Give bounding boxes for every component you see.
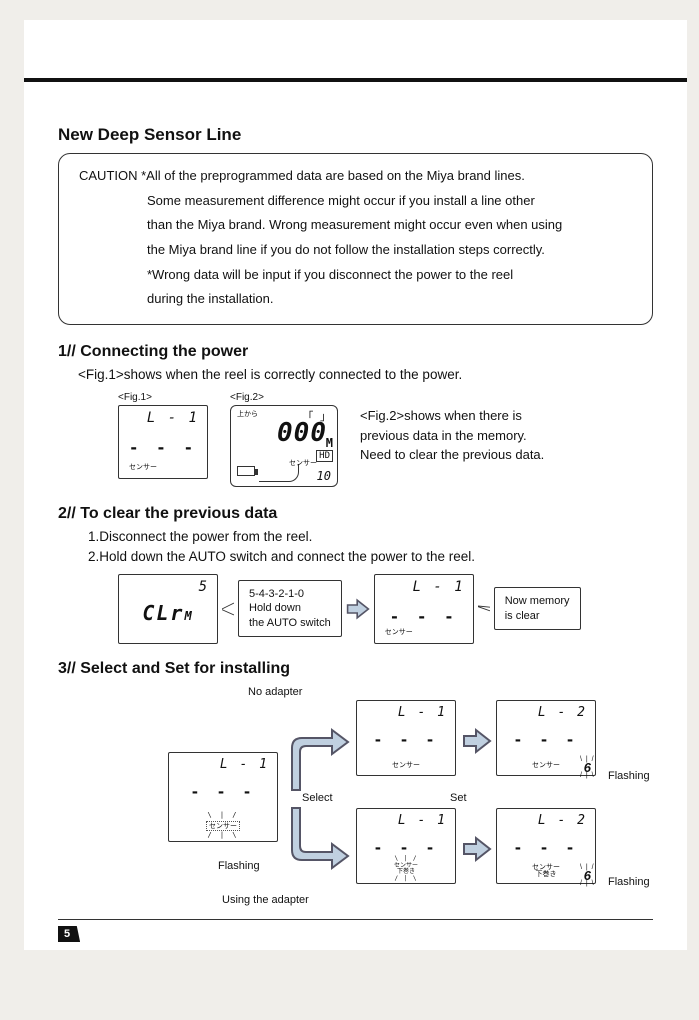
arrow-right-icon <box>462 834 492 864</box>
clr2-tr: L - 1 <box>413 579 465 595</box>
clr-text: CLr <box>142 601 184 625</box>
bubble1-l3: the AUTO switch <box>249 616 331 630</box>
note-l1: <Fig.2>shows when there is <box>360 406 544 426</box>
arrow-right-icon <box>346 593 370 625</box>
caution-l4: the Miya brand line if you do not follow… <box>79 238 632 263</box>
bubble1-l1: 5-4-3-2-1-0 <box>249 587 331 601</box>
lcd-b2-mid: - - - <box>497 839 595 857</box>
clr-countdown: 5 <box>199 579 209 595</box>
flash-icon: \ | / センサー 下巻き / | \ <box>357 855 455 883</box>
lcd-fig2: 上から 「 」 000 M HD センサー 10 <box>230 405 338 487</box>
fig2-label: <Fig.2> <box>230 392 338 403</box>
caution-lead: CAUTION <box>79 168 141 183</box>
bubble-countdown: 5-4-3-2-1-0 Hold down the AUTO switch <box>238 580 342 637</box>
fig2-m: M <box>326 436 333 450</box>
note-l3: Need to clear the previous data. <box>360 445 544 465</box>
label-flashing-bot: Flashing <box>608 876 650 888</box>
lcd-b2-tr: L - 2 <box>538 813 587 828</box>
pointer-line-icon <box>478 599 490 619</box>
caution-l5: *Wrong data will be input if you disconn… <box>79 263 632 288</box>
clr2-mid: - - - <box>375 607 473 626</box>
fig1-label: <Fig.1> <box>118 392 208 403</box>
section-3-heading: 3// Select and Set for installing <box>58 660 653 678</box>
top-rule <box>24 78 687 82</box>
fig2-ten: 10 <box>317 469 331 483</box>
lcd-fig1: L - 1 - - - センサー <box>118 405 208 479</box>
page: New Deep Sensor Line CAUTION *All of the… <box>24 20 687 950</box>
fig2-hd: HD <box>316 450 333 462</box>
lcd-b1-tr: L - 1 <box>398 813 447 828</box>
section-1-text: <Fig.1>shows when the reel is correctly … <box>78 365 653 386</box>
label-no-adapter: No adapter <box>248 686 302 698</box>
caution-l3: than the Miya brand. Wrong measurement m… <box>79 213 632 238</box>
caution-box: CAUTION *All of the preprogrammed data a… <box>58 153 653 325</box>
clr-m: M <box>184 609 193 623</box>
fig1-mid: - - - <box>119 438 207 457</box>
arrow-right-icon <box>462 726 492 756</box>
fig2-big: 000 <box>231 418 327 448</box>
bubble2-l2: is clear <box>505 609 570 623</box>
section-2-heading: 2// To clear the previous data <box>58 505 653 523</box>
flash-6-bot: \ | / 6 / | \ <box>580 864 595 888</box>
label-flashing-left: Flashing <box>218 860 260 872</box>
pointer-line-icon <box>222 599 234 619</box>
bent-arrow-down-icon <box>286 802 352 878</box>
bubble1-l2: Hold down <box>249 601 331 615</box>
lcd-master: L - 1 - - - \ | / センサー / | \ <box>168 752 278 842</box>
fig1-top-right: L - 1 <box>147 410 199 426</box>
label-using-adapter: Using the adapter <box>222 894 309 906</box>
step-1: 1.Disconnect the power from the reel. <box>88 527 653 547</box>
clear-data-row: 5 CLrM 5-4-3-2-1-0 Hold down the AUTO sw… <box>118 574 653 644</box>
page-title: New Deep Sensor Line <box>58 20 653 153</box>
lcd-bot-1: L - 1 - - - \ | / センサー 下巻き / | \ <box>356 808 456 884</box>
master-tr: L - 1 <box>220 757 269 772</box>
caution-l6: during the installation. <box>79 287 632 312</box>
lcd-t2-tr: L - 2 <box>538 705 587 720</box>
bent-arrow-up-icon <box>286 720 352 796</box>
caution-l1: *All of the preprogrammed data are based… <box>141 168 525 183</box>
bubble2-l1: Now memory <box>505 594 570 608</box>
clr2-sensor: センサー <box>385 627 413 637</box>
lcd-clear-2: L - 1 - - - センサー <box>374 574 474 644</box>
section-1-heading: 1// Connecting the power <box>58 343 653 361</box>
flash-6-top: \ | / 6 / | \ <box>580 756 595 780</box>
lcd-t1-bot: センサー <box>357 760 455 770</box>
lcd-t2-mid: - - - <box>497 731 595 749</box>
master-mid: - - - <box>169 783 277 801</box>
select-set-diagram: No adapter Using the adapter Select Set … <box>118 690 638 910</box>
lcd-clear-1: 5 CLrM <box>118 574 218 644</box>
bottom-rule <box>58 919 653 920</box>
note-l2: previous data in the memory. <box>360 426 544 446</box>
caution-l2: Some measurement difference might occur … <box>79 189 632 214</box>
lcd-top-1: L - 1 - - - センサー <box>356 700 456 776</box>
label-flashing-top: Flashing <box>608 770 650 782</box>
lcd-t1-tr: L - 1 <box>398 705 447 720</box>
bubble-memory-clear: Now memory is clear <box>494 587 581 630</box>
fig1-sensor: センサー <box>129 462 157 472</box>
fig2-sensor: センサー <box>289 458 317 468</box>
page-number: 5 <box>58 926 80 942</box>
flash-icon: \ | / センサー / | \ <box>169 811 277 839</box>
label-set: Set <box>450 792 467 804</box>
figure-row-1: <Fig.1> L - 1 - - - センサー <Fig.2> 上から 「 」… <box>118 392 653 487</box>
lcd-t1-mid: - - - <box>357 731 455 749</box>
battery-icon <box>237 466 255 476</box>
step-2: 2.Hold down the AUTO switch and connect … <box>88 547 653 567</box>
